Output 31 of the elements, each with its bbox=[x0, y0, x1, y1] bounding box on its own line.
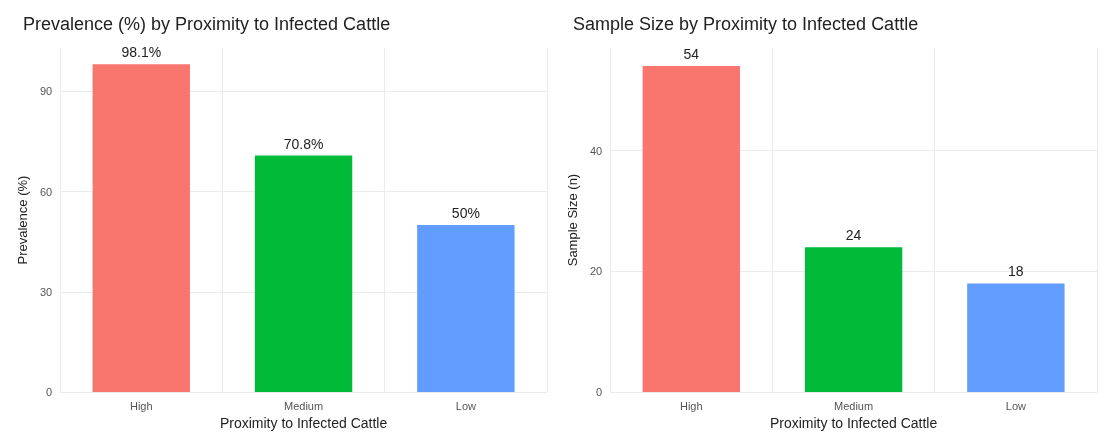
x-tick-label: Low bbox=[455, 399, 476, 412]
y-tick-label: 0 bbox=[596, 386, 603, 399]
y-tick-label: 60 bbox=[39, 185, 53, 198]
bar bbox=[642, 66, 740, 393]
chart-title: Prevalence (%) by Proximity to Infected Cattle bbox=[23, 14, 391, 34]
data-label: 98.1% bbox=[121, 44, 162, 61]
y-tick-label: 0 bbox=[46, 386, 53, 399]
bar bbox=[417, 225, 515, 393]
chart-title: Sample Size by Proximity to Infected Cattle bbox=[573, 14, 919, 34]
y-tick-label: 90 bbox=[39, 85, 53, 98]
bar bbox=[804, 247, 903, 393]
x-tick-label: Medium bbox=[284, 399, 324, 412]
y-tick-label: 30 bbox=[39, 285, 53, 298]
bar bbox=[254, 155, 353, 393]
data-label: 24 bbox=[845, 227, 862, 244]
x-axis-title: Proximity to Infected Cattle bbox=[219, 415, 388, 431]
data-label: 54 bbox=[683, 46, 700, 63]
y-axis-title: Prevalence (%) bbox=[15, 175, 30, 265]
data-label: 50% bbox=[451, 205, 480, 222]
data-label: 18 bbox=[1008, 263, 1024, 280]
y-tick-label: 20 bbox=[589, 265, 603, 278]
bar bbox=[967, 283, 1065, 393]
x-tick-label: Low bbox=[1005, 399, 1026, 412]
y-axis-title: Sample Size (n) bbox=[565, 173, 580, 267]
x-axis-title: Proximity to Infected Cattle bbox=[769, 415, 938, 431]
x-tick-label: High bbox=[679, 399, 703, 412]
y-tick-label: 40 bbox=[589, 144, 603, 157]
bar bbox=[92, 64, 190, 393]
data-label: 70.8% bbox=[283, 135, 324, 152]
x-tick-label: Medium bbox=[834, 399, 874, 412]
x-tick-label: High bbox=[129, 399, 153, 412]
